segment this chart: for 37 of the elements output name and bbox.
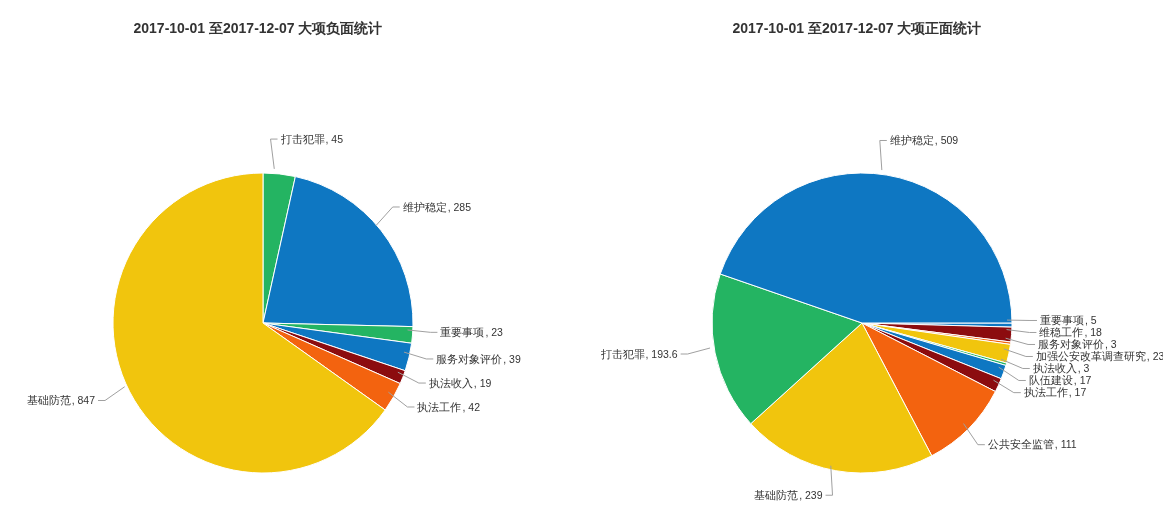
slice-label: 重要事项 <box>440 326 485 339</box>
slice-label: 执法工作 <box>1023 386 1068 399</box>
data-label: , 239 <box>799 488 823 501</box>
data-label: , 509 <box>934 134 959 147</box>
slice-label: 维稳工作 <box>1039 326 1084 339</box>
data-label: , 45 <box>325 132 344 145</box>
slice-label: 基础防范 <box>26 394 71 407</box>
slice-label: 基础防范 <box>754 488 799 501</box>
slice-label: 加强公安改革调查研究 <box>1035 350 1146 363</box>
chart-title: 2017-10-01 至2017-12-07 大项正面统计 <box>731 20 983 38</box>
slice-label: 服务对象评价 <box>436 352 503 365</box>
data-label: , 18 <box>1084 326 1103 339</box>
slice-label: 维护稳定 <box>889 134 934 147</box>
slice-label: 维护稳定 <box>402 200 447 213</box>
data-label: , 39 <box>503 352 521 365</box>
slice-label: 队伍建设 <box>1028 374 1073 387</box>
slice-label: 服务对象评价 <box>1038 338 1105 351</box>
slice-label: 重要事项 <box>1039 314 1084 327</box>
data-label: , 111 <box>1054 438 1077 451</box>
slice-label: 执法收入 <box>428 376 473 389</box>
data-label: , 285 <box>447 200 472 213</box>
data-label: , 193.6 <box>645 347 678 360</box>
slice-label: 打击犯罪 <box>599 347 645 360</box>
slice-label: 公共安全监管 <box>987 438 1054 451</box>
data-label: , 42 <box>462 400 481 413</box>
data-label: , 847 <box>71 394 96 407</box>
data-label: , 5 <box>1084 314 1097 327</box>
data-label: , 3 <box>1077 362 1090 375</box>
data-label: , 17 <box>1068 386 1087 399</box>
slice-label: 打击犯罪 <box>279 132 325 145</box>
slice-label: 执法收入 <box>1032 362 1077 375</box>
data-label: , 23 <box>485 326 504 339</box>
data-label: , 3 <box>1105 338 1117 351</box>
chart-title: 2017-10-01 至2017-12-07 大项负面统计 <box>132 20 384 38</box>
data-label: , 19 <box>473 376 492 389</box>
data-label: , 17 <box>1073 374 1092 387</box>
slice-label: 执法工作 <box>417 400 462 413</box>
